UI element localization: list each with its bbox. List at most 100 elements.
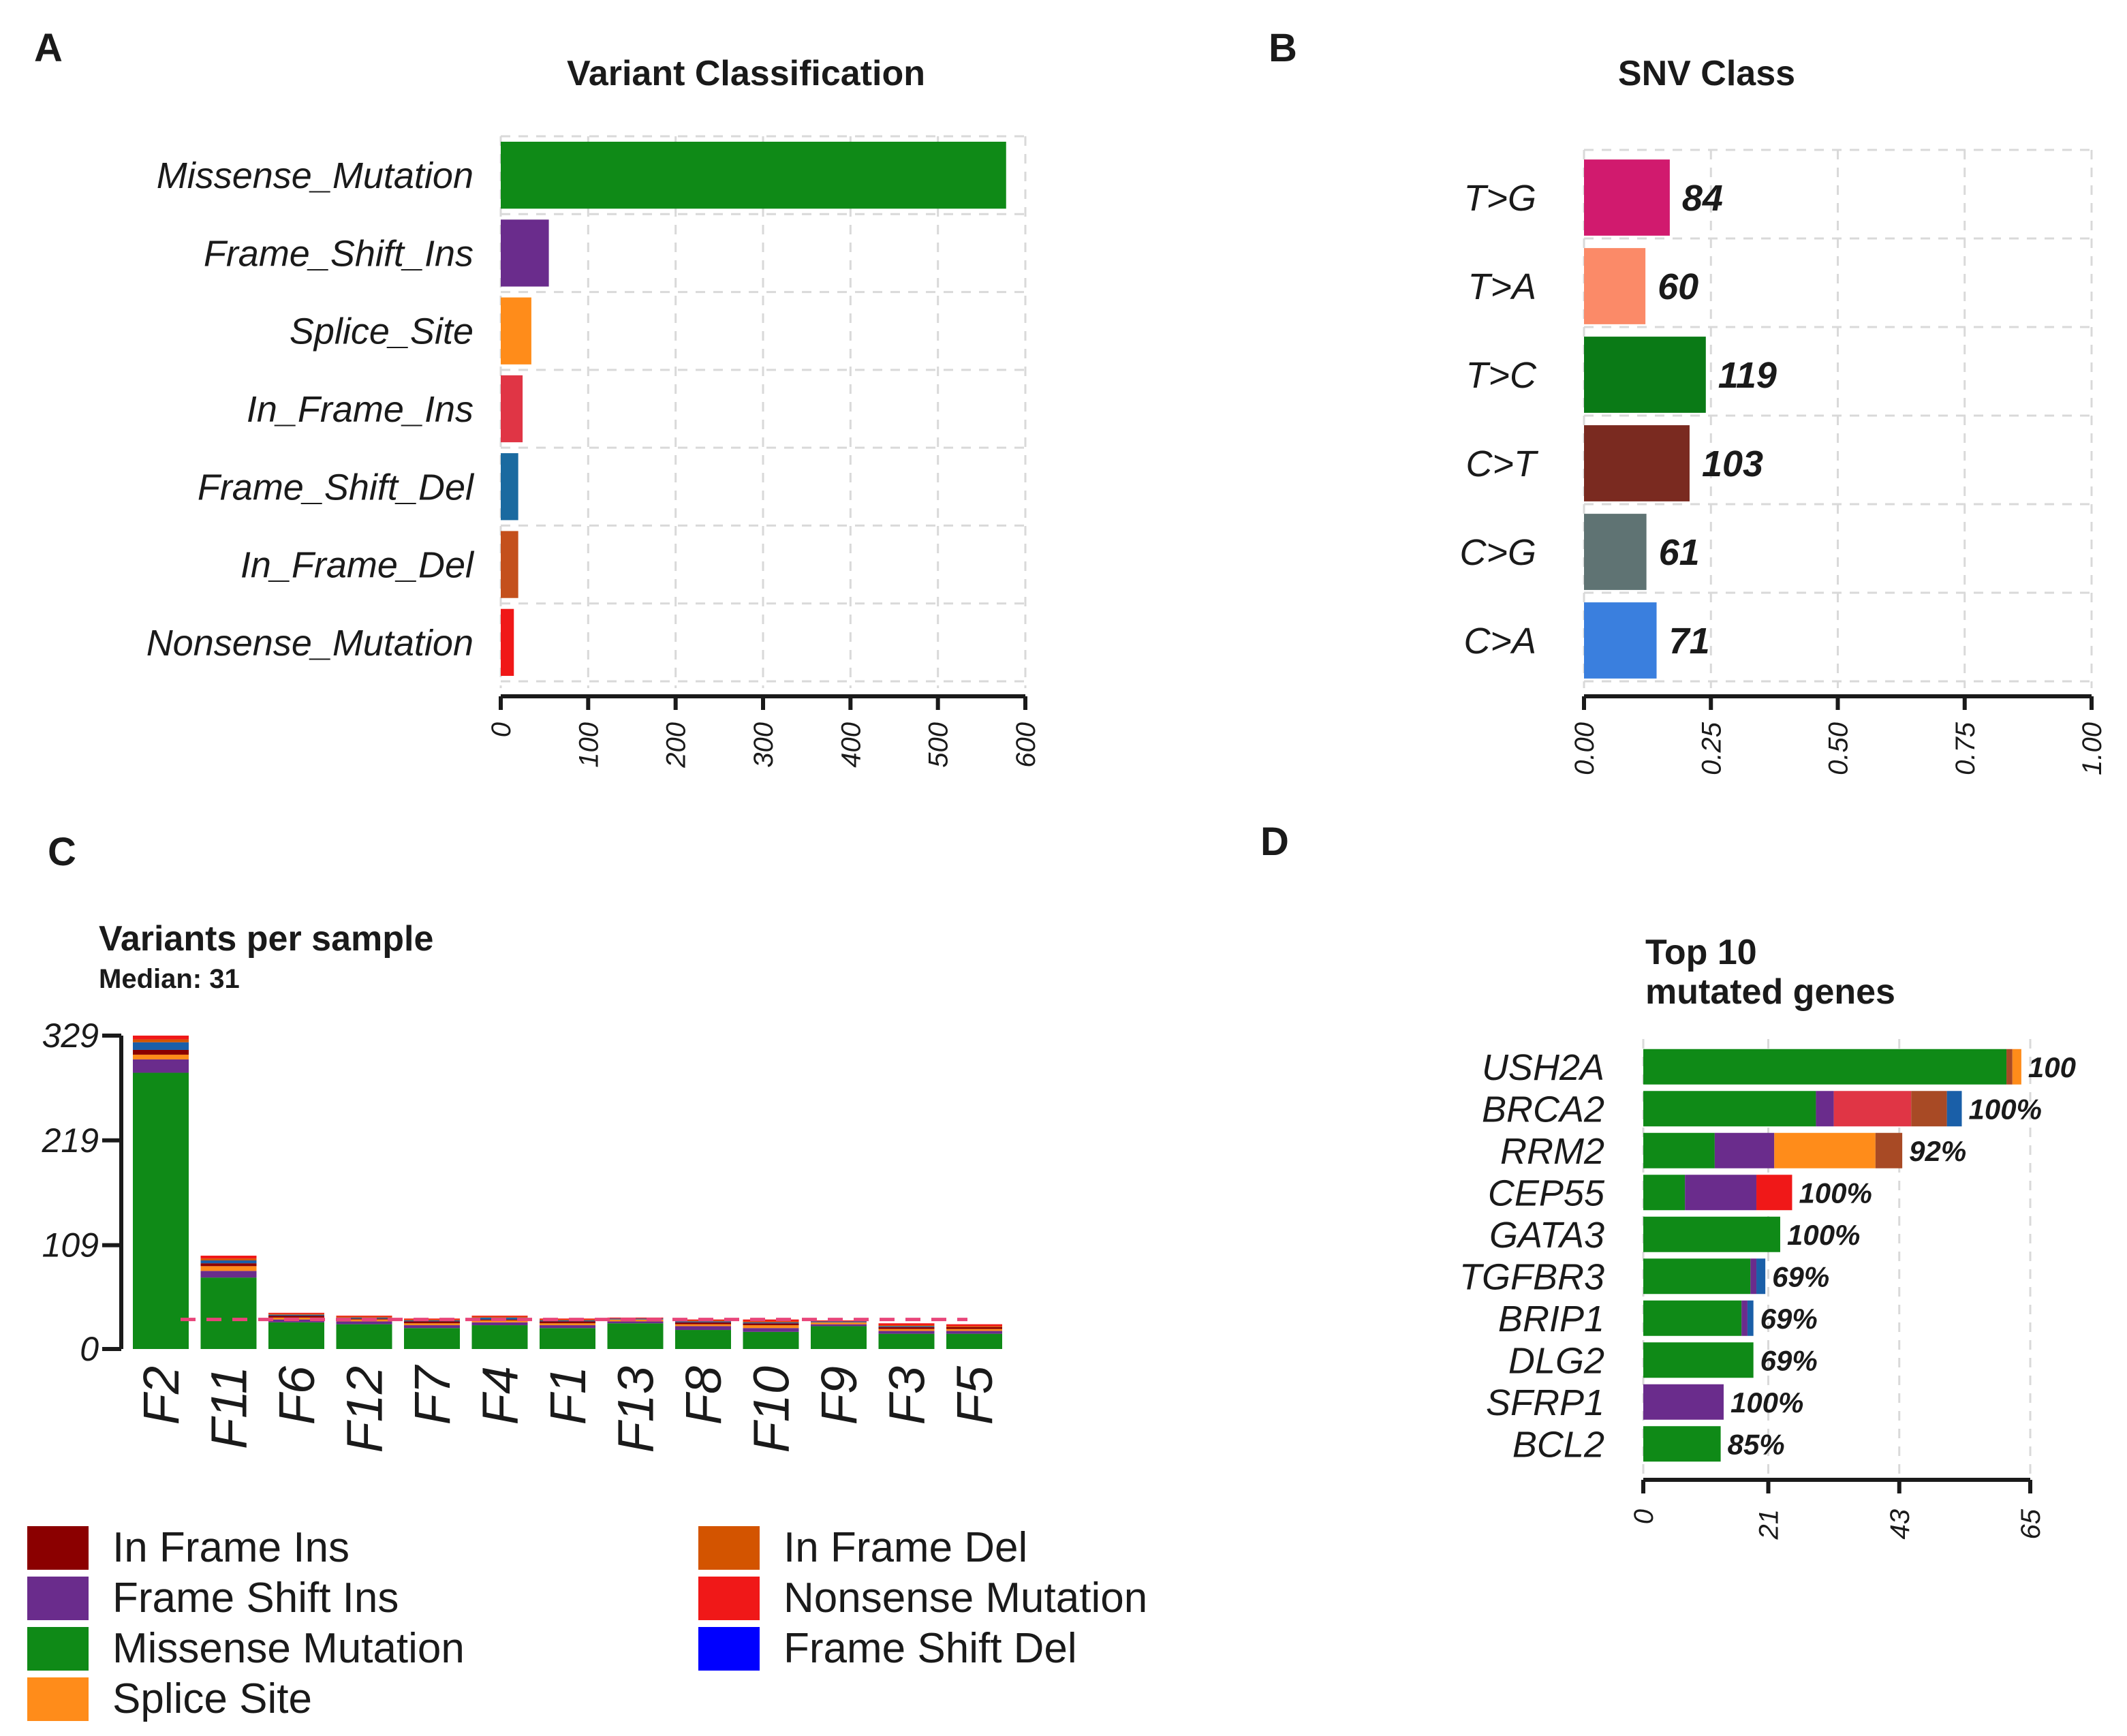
legend-swatch-nonsense-mutation — [698, 1577, 760, 1620]
x-tick-label: 0 — [486, 722, 516, 737]
bar-segment-f4-missense-mutation — [471, 1325, 528, 1349]
bar-segment-f8-in-frame-ins — [675, 1322, 731, 1324]
bar-segment-f8-frame-shift-ins — [675, 1326, 731, 1331]
bar-segment-f1-frame-shift-ins — [540, 1325, 595, 1329]
bar-t-c — [1584, 337, 1706, 413]
bar-segment-f6-in-frame-ins — [268, 1316, 324, 1318]
x-tick-label: 0.50 — [1824, 722, 1854, 775]
bar-segment-f3-in-frame-ins — [878, 1327, 935, 1329]
bar-t-a — [1584, 248, 1646, 324]
bar-segment-rrm2-missense-mutation — [1643, 1132, 1715, 1168]
data-label: 85% — [1728, 1428, 1785, 1460]
bar-segment-f10-nonsense-mutation — [743, 1319, 799, 1322]
bar-segment-f5-frame-shift-ins — [946, 1331, 1002, 1334]
sample-label: F9 — [811, 1366, 867, 1425]
data-label: 100% — [1969, 1093, 2042, 1125]
bar-segment-f3-splice-site — [878, 1329, 935, 1331]
legend-label: Frame Shift Ins — [112, 1575, 399, 1622]
bar-segment-f11-nonsense-mutation — [200, 1255, 257, 1259]
bar-segment-f5-nonsense-mutation — [946, 1324, 1002, 1327]
legend-label: In Frame Del — [783, 1524, 1027, 1571]
bar-segment-ush2a-in-frame-del — [2006, 1049, 2013, 1085]
sample-label: F11 — [201, 1366, 258, 1449]
bar-segment-f2-in-frame-ins — [133, 1049, 189, 1055]
bar-segment-f11-frame-shift-del — [200, 1260, 257, 1264]
bar-segment-f7-missense-mutation — [404, 1328, 460, 1349]
x-tick-label: 0.25 — [1696, 722, 1726, 775]
bar-segment-f10-in-frame-del — [743, 1321, 799, 1322]
bar-segment-f7-frame-shift-del — [404, 1320, 460, 1322]
category-label: T>A — [1468, 266, 1536, 307]
bar-segment-f1-in-frame-ins — [540, 1321, 595, 1324]
legend-swatch-in-frame-del — [698, 1526, 760, 1570]
bar-segment-f2-missense-mutation — [133, 1072, 189, 1349]
data-label: 69% — [1760, 1303, 1818, 1335]
bar-segment-f9-frame-shift-del — [811, 1321, 867, 1322]
bar-segment-sfrp1-frame-shift-ins — [1643, 1384, 1724, 1420]
category-label: Nonsense_Mutation — [146, 623, 473, 664]
bar-segment-f12-in-frame-del — [336, 1316, 392, 1318]
bar-segment-f13-missense-mutation — [607, 1323, 664, 1349]
x-tick-label: 600 — [1011, 722, 1041, 768]
sample-label: F7 — [404, 1364, 461, 1425]
gene-label: USH2A — [1482, 1047, 1604, 1088]
bar-segment-brca2-frame-shift-ins — [1816, 1091, 1834, 1127]
bar-segment-f1-missense-mutation — [540, 1328, 595, 1349]
bar-segment-f10-splice-site — [743, 1325, 799, 1329]
bar-segment-f12-frame-shift-ins — [336, 1321, 392, 1324]
legend-swatch-splice-site — [27, 1677, 89, 1721]
bar-segment-ush2a-missense-mutation — [1643, 1049, 2007, 1085]
x-tick-label: 43 — [1885, 1509, 1915, 1540]
bar-segment-f10-in-frame-ins — [743, 1323, 799, 1326]
category-label: C>A — [1463, 621, 1536, 662]
bar-segment-f13-frame-shift-ins — [607, 1321, 664, 1324]
bar-segment-bcl2-missense-mutation — [1643, 1426, 1721, 1462]
sample-label: F3 — [879, 1366, 935, 1425]
bar-segment-f2-frame-shift-ins — [133, 1059, 189, 1073]
sample-label: F10 — [743, 1366, 800, 1453]
variants-per-sample-chart: 0 109 219 329 F2 F11 F6 F12 F7 F4 F1 F13 F8 F10 F9 F3 F5 — [42, 1017, 1003, 1453]
category-label: In_Frame_Ins — [247, 389, 473, 430]
panel-d-title-line2: mutated genes — [1645, 972, 1895, 1012]
bar-segment-f9-splice-site — [811, 1322, 867, 1324]
data-label: 92% — [1909, 1135, 1966, 1167]
data-label: 100% — [1730, 1386, 1803, 1419]
gene-label: DLG2 — [1508, 1340, 1604, 1381]
bar-segment-f6-nonsense-mutation — [268, 1312, 324, 1314]
bar-segment-f7-nonsense-mutation — [404, 1318, 460, 1320]
bar-segment-f5-splice-site — [946, 1329, 1002, 1331]
snv-class-chart: T>G 84 T>A 60 T>C 119 C>T 103 C>G 61 C>A 71 0.00 0.25… — [1459, 149, 2107, 775]
legend-label: Missense Mutation — [112, 1625, 465, 1672]
bar-segment-f7-splice-site — [404, 1323, 460, 1326]
sample-label: F12 — [337, 1366, 393, 1453]
legend-swatch-frame-shift-ins — [27, 1577, 89, 1620]
panel-b-title: SNV Class — [1618, 54, 1795, 93]
sample-label: F4 — [472, 1366, 529, 1425]
category-label: Frame_Shift_Ins — [204, 233, 473, 274]
bar-segment-brca2-in-frame-del — [1911, 1091, 1947, 1127]
bar-segment-f3-frame-shift-del — [878, 1326, 935, 1327]
bar-c-g — [1584, 514, 1647, 590]
bar-in-frame-ins — [501, 375, 523, 443]
category-label: Missense_Mutation — [157, 155, 473, 196]
variant-classification-chart: Missense_Mutation Frame_Shift_Ins Splice_S… — [146, 135, 1041, 769]
bar-segment-rrm2-frame-shift-ins — [1714, 1132, 1775, 1168]
data-label: 119 — [1718, 355, 1777, 396]
panel-a-letter: A — [34, 26, 63, 70]
category-label: T>C — [1465, 355, 1537, 396]
legend-label: Splice Site — [112, 1675, 312, 1722]
bar-segment-brip1-frame-shift-del — [1747, 1300, 1754, 1336]
x-tick-label: 0.00 — [1570, 722, 1600, 775]
category-label: C>G — [1459, 532, 1536, 573]
y-tick-label: 0 — [80, 1330, 99, 1368]
bar-segment-f9-frame-shift-ins — [811, 1324, 867, 1327]
bar-segment-rrm2-splice-site — [1774, 1132, 1876, 1168]
data-label: 61 — [1659, 532, 1700, 573]
bar-segment-cep55-nonsense-mutation — [1756, 1175, 1792, 1211]
bar-segment-f4-splice-site — [471, 1320, 528, 1322]
x-tick-label: 200 — [662, 722, 692, 769]
panel-c-letter: C — [48, 830, 76, 874]
gene-label: BRIP1 — [1498, 1299, 1604, 1339]
bar-segment-cep55-missense-mutation — [1643, 1175, 1686, 1211]
bar-segment-f11-splice-site — [200, 1266, 257, 1271]
